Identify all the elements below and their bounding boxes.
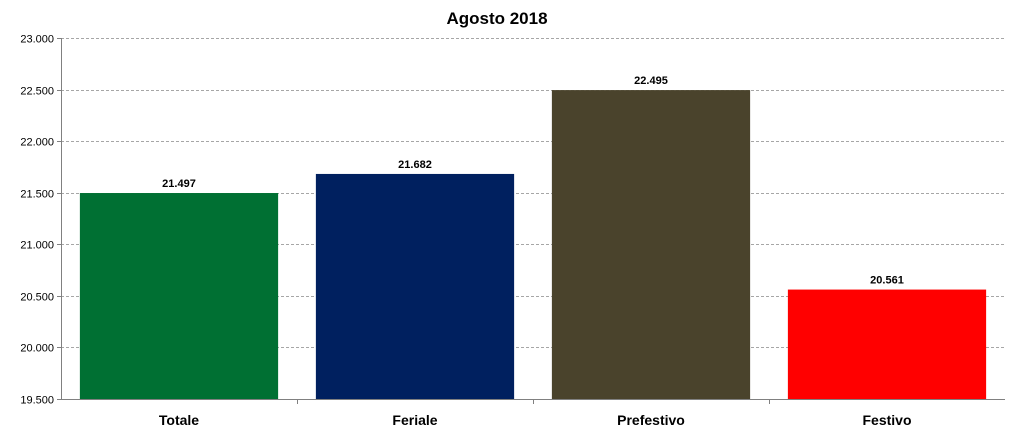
x-tick-label: Totale [159, 412, 199, 428]
bar-festivo [787, 289, 987, 399]
axes [57, 38, 1005, 404]
y-tick-label: 19.500 [20, 395, 54, 407]
y-tick-label: 22.500 [20, 86, 54, 98]
data-label: 21.497 [162, 178, 196, 190]
y-tick-label: 20.000 [20, 343, 54, 355]
bar-totale [79, 193, 279, 399]
labels: 19.500 20.000 20.500 21.000 21.500 22.000 22.5… [20, 34, 911, 428]
data-label: 20.561 [870, 275, 904, 287]
x-tick-label: Feriale [392, 412, 437, 428]
y-tick-label: 21.500 [20, 189, 54, 201]
y-tick-label: 23.000 [20, 34, 54, 46]
data-label: 22.495 [634, 75, 668, 87]
x-tick-label: Festivo [862, 412, 911, 428]
bar-prefestivo [551, 90, 751, 399]
data-label: 21.682 [398, 159, 432, 171]
y-tick-label: 21.000 [20, 240, 54, 252]
x-tick-label: Prefestivo [617, 412, 685, 428]
y-tick-label: 22.000 [20, 137, 54, 149]
bar-feriale [315, 173, 515, 399]
chart-title: Agosto 2018 [446, 9, 547, 28]
y-tick-label: 20.500 [20, 292, 54, 304]
bars [79, 90, 987, 399]
